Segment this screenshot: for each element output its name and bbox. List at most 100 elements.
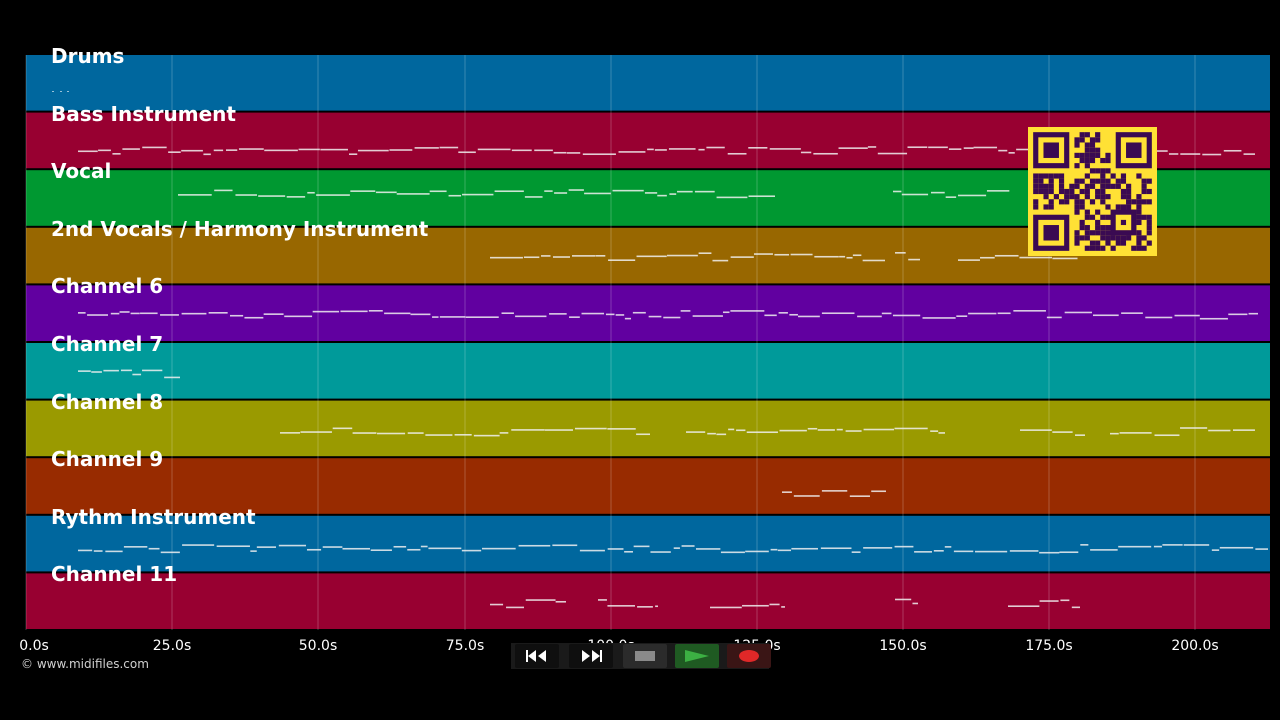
note-mark xyxy=(1174,314,1200,317)
note-mark xyxy=(93,550,103,552)
track-label: Channel 9 xyxy=(51,447,164,472)
note-mark xyxy=(518,544,551,547)
note-mark xyxy=(256,546,276,548)
time-tick-label: 25.0s xyxy=(152,638,192,654)
note-mark xyxy=(1064,311,1092,314)
note-mark xyxy=(894,545,914,548)
note-mark xyxy=(213,149,224,152)
note-mark xyxy=(1013,310,1046,312)
note-mark xyxy=(238,148,264,150)
note-mark xyxy=(103,369,119,372)
fast-forward-button[interactable] xyxy=(569,644,613,668)
note-mark xyxy=(91,371,102,373)
note-mark xyxy=(695,548,721,550)
note-mark xyxy=(1075,434,1085,436)
note-mark xyxy=(229,314,244,317)
qr-code-icon xyxy=(1028,127,1157,256)
note-mark xyxy=(568,189,584,191)
note-mark xyxy=(286,196,306,198)
note-mark xyxy=(1255,548,1268,550)
note-mark xyxy=(1223,149,1242,152)
note-mark xyxy=(263,313,284,315)
note-mark xyxy=(607,428,636,430)
note-mark xyxy=(384,312,411,315)
note-mark xyxy=(1071,606,1080,609)
rewind-button[interactable] xyxy=(515,644,559,668)
note-mark xyxy=(566,152,581,154)
note-mark xyxy=(581,312,605,315)
note-mark xyxy=(612,189,644,192)
note-mark xyxy=(554,192,568,194)
note-mark xyxy=(208,312,228,314)
note-mark xyxy=(698,252,712,255)
note-mark xyxy=(1162,544,1183,546)
note-mark xyxy=(544,190,553,192)
note-mark xyxy=(973,146,998,149)
note-mark xyxy=(881,312,892,315)
note-mark xyxy=(428,547,462,550)
note-mark xyxy=(235,194,257,196)
note-mark xyxy=(742,604,769,607)
play-icon xyxy=(685,650,709,662)
note-mark xyxy=(948,148,962,150)
record-icon xyxy=(739,650,759,662)
note-mark xyxy=(142,369,163,372)
note-mark xyxy=(618,151,646,153)
note-mark xyxy=(350,190,376,192)
note-mark xyxy=(669,193,677,195)
note-mark xyxy=(637,606,653,608)
note-mark xyxy=(730,310,765,312)
note-mark xyxy=(836,428,843,431)
note-mark xyxy=(928,146,948,149)
note-mark xyxy=(893,190,902,193)
note-mark xyxy=(912,602,918,605)
note-mark xyxy=(957,194,987,197)
note-mark xyxy=(598,599,607,601)
note-mark xyxy=(377,432,406,435)
stop-button[interactable] xyxy=(623,644,667,668)
note-mark xyxy=(1180,153,1201,155)
note-mark xyxy=(770,548,778,551)
note-mark xyxy=(710,606,742,609)
note-mark xyxy=(851,551,861,553)
note-mark xyxy=(140,312,158,315)
note-mark xyxy=(849,495,870,497)
note-mark xyxy=(781,606,785,608)
note-mark xyxy=(579,549,605,552)
note-mark xyxy=(753,253,773,255)
play-button[interactable] xyxy=(675,644,719,668)
note-mark xyxy=(648,315,662,318)
note-mark xyxy=(595,255,606,257)
note-mark xyxy=(998,149,1008,152)
note-mark xyxy=(677,190,693,193)
note-mark xyxy=(793,495,820,497)
track-lane xyxy=(26,285,1270,341)
note-mark xyxy=(821,312,855,315)
time-tick-label: 150.0s xyxy=(879,638,927,654)
track-lane xyxy=(26,55,1270,111)
note-mark xyxy=(490,256,523,259)
note-mark xyxy=(160,551,180,554)
note-mark xyxy=(396,193,430,195)
rewind-icon xyxy=(526,650,546,662)
note-mark xyxy=(316,194,350,196)
copyright-text: © www.midifiles.com xyxy=(21,657,149,671)
note-mark xyxy=(534,149,553,152)
note-mark xyxy=(110,312,120,315)
note-mark xyxy=(607,548,624,550)
note-mark xyxy=(1009,550,1039,552)
note-mark xyxy=(668,148,696,150)
time-tick-label: 175.0s xyxy=(1025,638,1073,654)
note-mark xyxy=(1059,551,1079,554)
note-mark xyxy=(1110,432,1119,435)
note-mark xyxy=(769,603,780,606)
note-mark xyxy=(584,192,611,195)
note-mark xyxy=(636,255,667,258)
note-mark xyxy=(814,255,839,258)
note-mark xyxy=(821,490,848,492)
note-mark xyxy=(1119,432,1152,434)
track-label: Bass Instrument xyxy=(51,101,236,126)
note-mark xyxy=(930,191,945,194)
record-button[interactable] xyxy=(727,644,771,668)
note-mark xyxy=(846,256,853,259)
